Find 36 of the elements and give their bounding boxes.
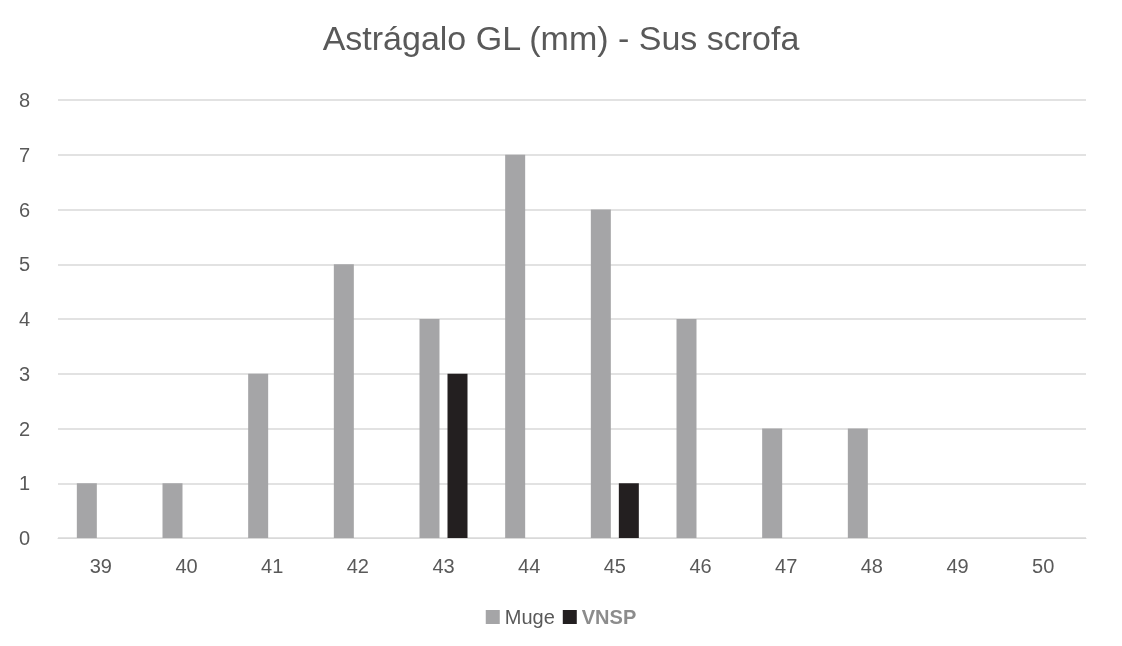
x-tick-label: 41 — [261, 555, 284, 577]
x-tick-label: 50 — [1032, 555, 1055, 577]
x-tick-label: 49 — [946, 555, 969, 577]
y-tick-label: 7 — [18, 143, 30, 166]
bar — [419, 319, 440, 538]
bar — [847, 428, 868, 538]
x-tick-label: 40 — [175, 555, 198, 577]
bar — [447, 373, 468, 538]
bar — [676, 319, 697, 538]
y-tick-label: 1 — [18, 472, 30, 495]
y-tick-label: 4 — [18, 308, 30, 330]
y-tick-label: 8 — [18, 89, 30, 111]
x-tick-label: 45 — [603, 555, 626, 577]
bar — [505, 154, 526, 538]
y-tick-label: 3 — [18, 362, 30, 385]
x-tick-label: 39 — [89, 555, 112, 577]
chart-title: Astrágalo GL (mm) - Sus scrofa — [322, 19, 800, 57]
legend-label: Muge — [504, 606, 555, 628]
bar — [162, 483, 183, 538]
y-tick-label: 2 — [18, 417, 30, 440]
x-tick-label: 44 — [518, 555, 541, 577]
y-tick-label: 6 — [18, 198, 30, 221]
x-tick-label: 48 — [860, 555, 883, 577]
bar — [590, 209, 611, 538]
y-tick-label: 0 — [18, 527, 30, 549]
x-tick-label: 42 — [346, 555, 369, 577]
bar — [333, 264, 354, 538]
bar — [762, 428, 783, 538]
bar — [618, 483, 639, 538]
bar — [248, 373, 269, 538]
x-tick-label: 46 — [689, 555, 712, 577]
bar — [76, 483, 97, 538]
x-tick-label: 47 — [775, 555, 798, 577]
x-tick-label: 43 — [432, 555, 455, 577]
y-tick-label: 5 — [18, 253, 30, 276]
legend-label: VNSP — [581, 606, 637, 628]
